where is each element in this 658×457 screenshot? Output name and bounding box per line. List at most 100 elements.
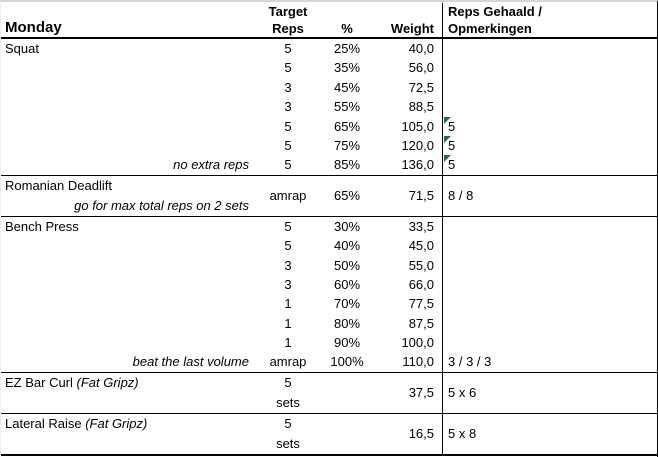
percent-cell[interactable]: 60% <box>333 276 361 292</box>
exercise-cell[interactable] <box>1 136 251 155</box>
weight-cell[interactable]: 56,0 <box>408 60 434 76</box>
result-cell[interactable] <box>442 333 657 353</box>
target-reps-cell[interactable]: 5 <box>284 238 292 254</box>
exercise-cell[interactable] <box>1 236 251 255</box>
weight-cell[interactable]: 66,0 <box>408 276 434 292</box>
result-cell[interactable] <box>442 39 657 59</box>
weight-cell[interactable]: 136,0 <box>401 157 434 173</box>
exercise-cell[interactable]: beat the last volume <box>1 352 251 371</box>
target-reps-cell[interactable]: 3 <box>284 79 292 95</box>
result-cell[interactable] <box>442 77 657 98</box>
weight-cell[interactable]: 45,0 <box>408 238 434 254</box>
weight-cell[interactable]: 110,0 <box>402 354 434 370</box>
result-cell[interactable]: 3 / 3 / 3 <box>442 352 657 372</box>
weight-cell[interactable]: 16,5 <box>369 414 442 454</box>
target-reps-header-cell[interactable]: Target Reps <box>251 3 325 37</box>
result-cell[interactable] <box>442 216 657 237</box>
percent-cell[interactable]: 45% <box>333 79 361 95</box>
percent-cell[interactable]: 85% <box>333 157 361 173</box>
result-cell[interactable] <box>442 97 657 117</box>
exercise-cell[interactable]: Squat <box>1 39 251 58</box>
percent-cell[interactable]: 55% <box>333 99 361 115</box>
result-header-cell[interactable]: Reps Gehaald / Opmerkingen <box>442 3 657 37</box>
exercise-cell[interactable]: EZ Bar Curl (Fat Gripz) <box>1 373 251 413</box>
target-reps-cell[interactable]: 5 <box>284 60 292 76</box>
weight-header-cell[interactable]: Weight <box>369 20 442 37</box>
percent-cell[interactable] <box>325 414 369 454</box>
target-reps-cell[interactable]: 3 <box>284 99 292 115</box>
weight-cell[interactable]: 40,0 <box>408 41 434 56</box>
result-cell[interactable]: 5 <box>442 116 657 136</box>
percent-cell[interactable]: 90% <box>333 335 361 351</box>
percent-cell[interactable]: 75% <box>333 137 361 153</box>
exercise-cell[interactable] <box>1 58 251 77</box>
target-reps-cell[interactable]: amrap <box>269 354 307 370</box>
weight-cell[interactable]: 100,0 <box>401 335 434 351</box>
weight-cell[interactable]: 120,0 <box>401 137 434 153</box>
exercise-cell[interactable] <box>1 97 251 116</box>
weight-cell[interactable]: 88,5 <box>408 99 434 115</box>
exercise-cell[interactable] <box>1 256 251 275</box>
target-reps-cell[interactable]: 3 <box>284 276 292 292</box>
result-cell[interactable] <box>442 274 657 295</box>
target-reps-cell[interactable]: 5 <box>284 218 292 234</box>
percent-cell[interactable]: 100% <box>330 354 364 370</box>
result-cell[interactable] <box>442 294 657 314</box>
weight-cell[interactable]: 33,5 <box>408 218 434 234</box>
table-row: 5 75% 120,0 5 <box>1 135 657 156</box>
weight-cell[interactable]: 87,5 <box>408 315 434 331</box>
target-reps-cell[interactable]: amrap <box>251 176 325 216</box>
day-header-cell[interactable]: Monday <box>1 18 251 37</box>
result-cell[interactable] <box>442 255 657 275</box>
exercise-cell[interactable]: Lateral Raise (Fat Gripz) <box>1 414 251 454</box>
weight-cell[interactable]: 105,0 <box>401 118 434 134</box>
percent-cell[interactable] <box>325 373 369 413</box>
percent-cell[interactable]: 65% <box>333 118 361 134</box>
percent-cell[interactable]: 65% <box>325 176 369 216</box>
exercise-name: Lateral Raise <box>5 415 82 431</box>
weight-cell[interactable]: 72,5 <box>408 79 434 95</box>
exercise-cell[interactable]: Romanian Deadlift go for max total reps o… <box>1 176 251 216</box>
exercise-cell[interactable]: Bench Press <box>1 217 251 236</box>
exercise-cell[interactable] <box>1 117 251 136</box>
percent-cell[interactable]: 35% <box>333 60 361 76</box>
target-reps-cell[interactable]: 5 sets <box>251 414 325 454</box>
percent-cell[interactable]: 25% <box>333 41 361 56</box>
percent-cell[interactable]: 80% <box>333 315 361 331</box>
exercise-cell[interactable] <box>1 275 251 294</box>
result-cell[interactable] <box>442 313 657 334</box>
target-reps-cell[interactable]: 1 <box>284 296 292 312</box>
percent-cell[interactable]: 70% <box>333 296 361 312</box>
target-reps-cell[interactable]: 1 <box>284 315 292 331</box>
weight-cell[interactable]: 55,0 <box>408 257 434 273</box>
table-row: 3 55% 88,5 <box>1 97 657 117</box>
result-cell[interactable] <box>442 58 657 78</box>
target-reps-cell[interactable]: 5 <box>284 157 292 173</box>
target-reps-cell[interactable]: 5 sets <box>251 373 325 413</box>
target-reps-cell[interactable]: 3 <box>284 257 292 273</box>
result-cell[interactable]: 5 <box>442 135 657 156</box>
target-reps-line: sets <box>276 435 300 451</box>
exercise-cell[interactable] <box>1 294 251 313</box>
target-reps-cell[interactable]: 5 <box>284 118 292 134</box>
result-cell[interactable]: 5 <box>442 155 657 175</box>
target-reps-cell[interactable]: 1 <box>284 335 292 351</box>
percent-cell[interactable]: 30% <box>333 218 361 234</box>
exercise-cell[interactable] <box>1 314 251 333</box>
percent-header-cell[interactable]: % <box>325 20 369 37</box>
table-row: 5 40% 45,0 <box>1 236 657 256</box>
target-reps-cell[interactable]: 5 <box>284 41 292 56</box>
result-cell[interactable]: 8 / 8 <box>442 175 657 216</box>
percent-cell[interactable]: 50% <box>333 257 361 273</box>
weight-cell[interactable]: 71,5 <box>369 176 442 216</box>
result-cell[interactable] <box>442 236 657 256</box>
weight-cell[interactable]: 37,5 <box>369 373 442 413</box>
percent-cell[interactable]: 40% <box>333 238 361 254</box>
result-cell[interactable]: 5 x 6 <box>442 372 657 413</box>
exercise-cell[interactable] <box>1 333 251 352</box>
exercise-cell[interactable]: no extra reps <box>1 155 251 174</box>
target-reps-cell[interactable]: 5 <box>284 137 292 153</box>
weight-cell[interactable]: 77,5 <box>408 296 434 312</box>
exercise-cell[interactable] <box>1 78 251 97</box>
result-cell[interactable]: 5 x 8 <box>442 413 657 454</box>
